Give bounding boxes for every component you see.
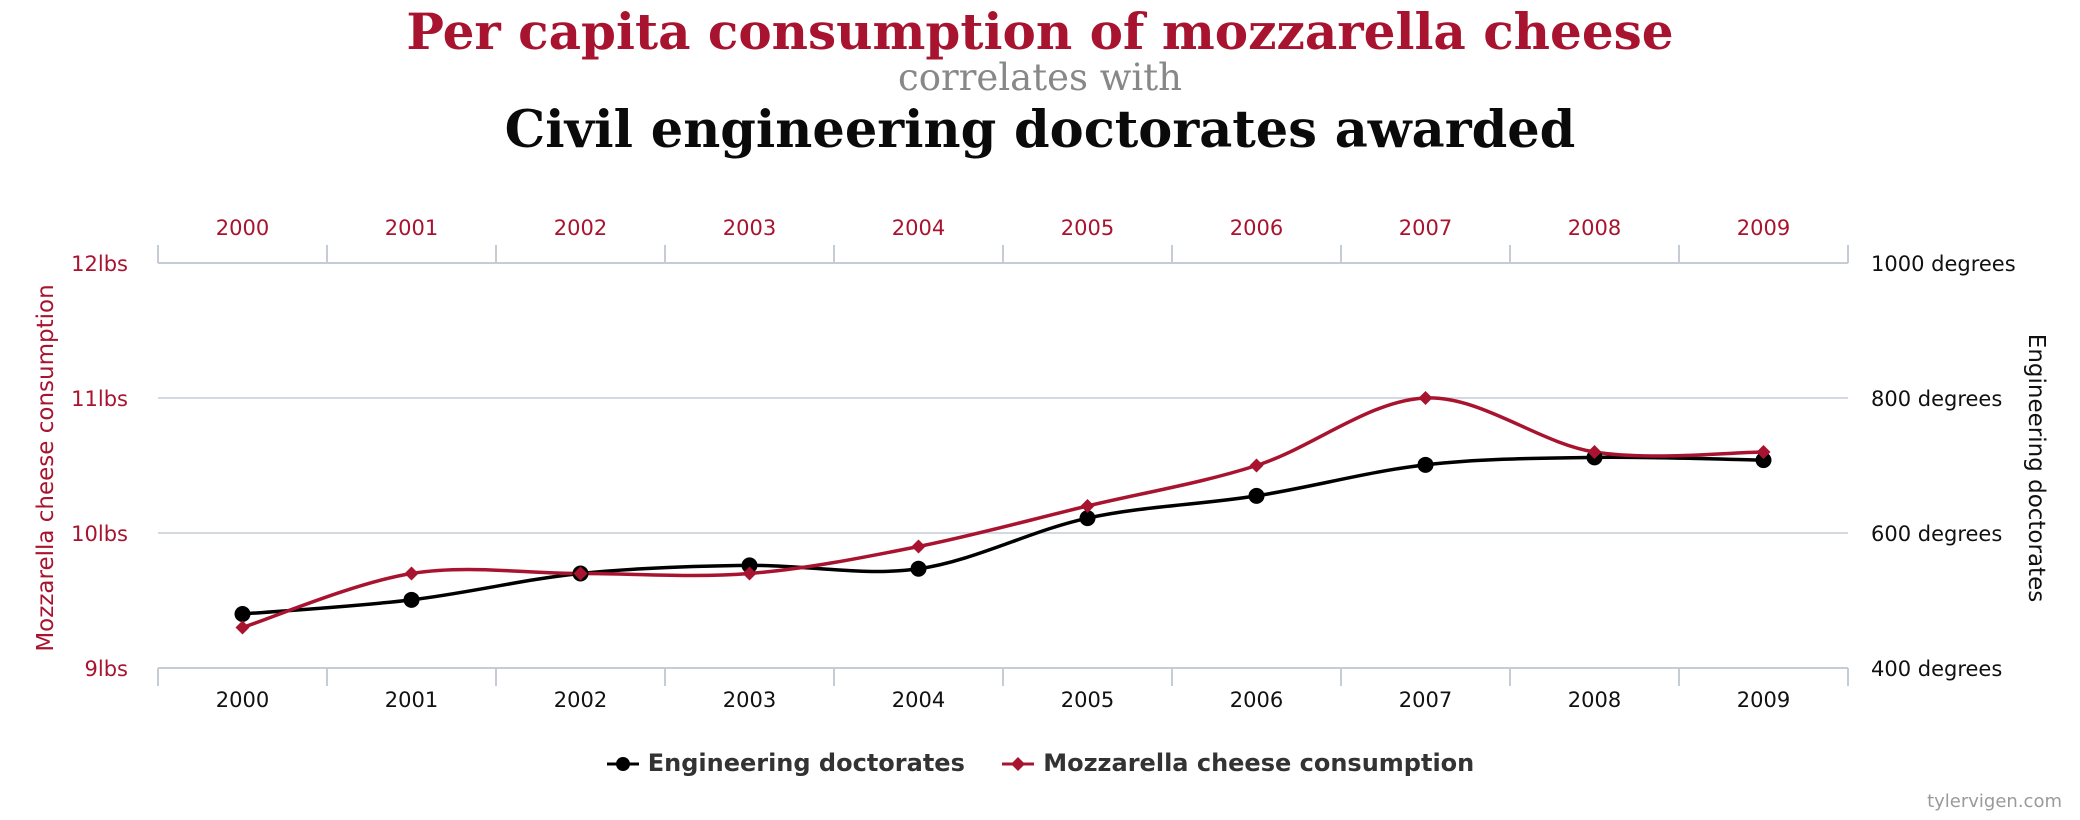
bottom-x-tick-label: 2008 xyxy=(1568,688,1621,712)
chart-subtitle: Civil engineering doctorates awarded xyxy=(504,100,1576,160)
right-y-tick-label: 1000 degrees xyxy=(1871,252,2016,276)
engineering-data-point xyxy=(741,557,758,574)
top-x-tick-label: 2000 xyxy=(216,216,269,240)
left-axis-label: Mozzarella cheese consumption xyxy=(33,284,59,652)
bottom-x-tick-label: 2009 xyxy=(1737,688,1790,712)
top-x-tick-label: 2003 xyxy=(723,216,776,240)
legend-marker-circle-icon xyxy=(606,757,639,771)
engineering-data-point xyxy=(234,606,251,622)
mozzarella-data-point xyxy=(1080,499,1095,513)
legend-item-mozzarella[interactable]: Mozzarella cheese consumption xyxy=(1001,749,1474,777)
legend-marker-diamond-icon xyxy=(1002,757,1035,771)
top-x-tick-label: 2004 xyxy=(892,216,945,240)
engineering-data-point xyxy=(1079,510,1096,527)
mozzarella-data-point xyxy=(235,620,250,635)
left-y-tick-label: 9lbs xyxy=(85,657,128,681)
engineering-data-point xyxy=(403,591,420,608)
bottom-x-tick-label: 2003 xyxy=(723,688,776,712)
top-x-tick-label: 2002 xyxy=(554,216,607,240)
chart-title: Per capita consumption of mozzarella che… xyxy=(406,2,1674,61)
bottom-x-tick-label: 2005 xyxy=(1061,688,1114,712)
credit-text: tylervigen.com xyxy=(1927,791,2062,812)
chart-legend: Engineering doctorates Mozzarella cheese… xyxy=(0,748,2080,777)
engineering-data-point xyxy=(1755,452,1772,469)
top-x-tick-label: 2008 xyxy=(1568,216,1621,240)
series-line-mozzarella xyxy=(241,396,1764,630)
legend-label-mozzarella: Mozzarella cheese consumption xyxy=(1043,749,1475,777)
mozzarella-data-point xyxy=(1756,445,1771,459)
engineering-data-point xyxy=(1417,456,1434,473)
bottom-x-tick-label: 2001 xyxy=(385,688,438,712)
top-x-tick-label: 2007 xyxy=(1399,216,1452,240)
bottom-x-tick-label: 2006 xyxy=(1230,688,1283,712)
right-y-tick-label: 400 degrees xyxy=(1871,657,2002,681)
mozzarella-data-point xyxy=(573,566,588,581)
bottom-x-tick-label: 2007 xyxy=(1399,688,1452,712)
legend-item-engineering[interactable]: Engineering doctorates xyxy=(606,749,965,777)
bottom-x-tick-label: 2000 xyxy=(216,688,269,712)
engineering-data-point xyxy=(910,560,927,577)
left-y-tick-label: 10lbs xyxy=(71,522,128,546)
mozzarella-data-point xyxy=(404,566,419,581)
series-line-engineering xyxy=(242,455,1764,616)
right-axis-label: Engineering doctorates xyxy=(2023,333,2049,603)
mozzarella-data-point xyxy=(1249,458,1264,473)
mozzarella-data-point xyxy=(742,566,757,581)
right-y-tick-label: 600 degrees xyxy=(1871,522,2002,546)
bottom-x-tick-label: 2002 xyxy=(554,688,607,712)
top-x-tick-label: 2005 xyxy=(1061,216,1114,240)
bottom-x-tick-label: 2004 xyxy=(892,688,945,712)
top-x-tick-label: 2009 xyxy=(1737,216,1790,240)
right-y-tick-label: 800 degrees xyxy=(1871,387,2002,411)
mozzarella-data-point xyxy=(1587,445,1602,459)
mozzarella-data-point xyxy=(911,539,926,554)
engineering-data-point xyxy=(1248,487,1265,504)
top-x-tick-label: 2001 xyxy=(385,216,438,240)
left-y-tick-label: 12lbs xyxy=(71,252,128,276)
top-x-tick-label: 2006 xyxy=(1230,216,1283,240)
chart-connector-text: correlates with xyxy=(898,56,1182,99)
mozzarella-data-point xyxy=(1418,391,1433,405)
legend-label-engineering: Engineering doctorates xyxy=(647,749,965,777)
left-y-tick-label: 11lbs xyxy=(71,387,128,411)
